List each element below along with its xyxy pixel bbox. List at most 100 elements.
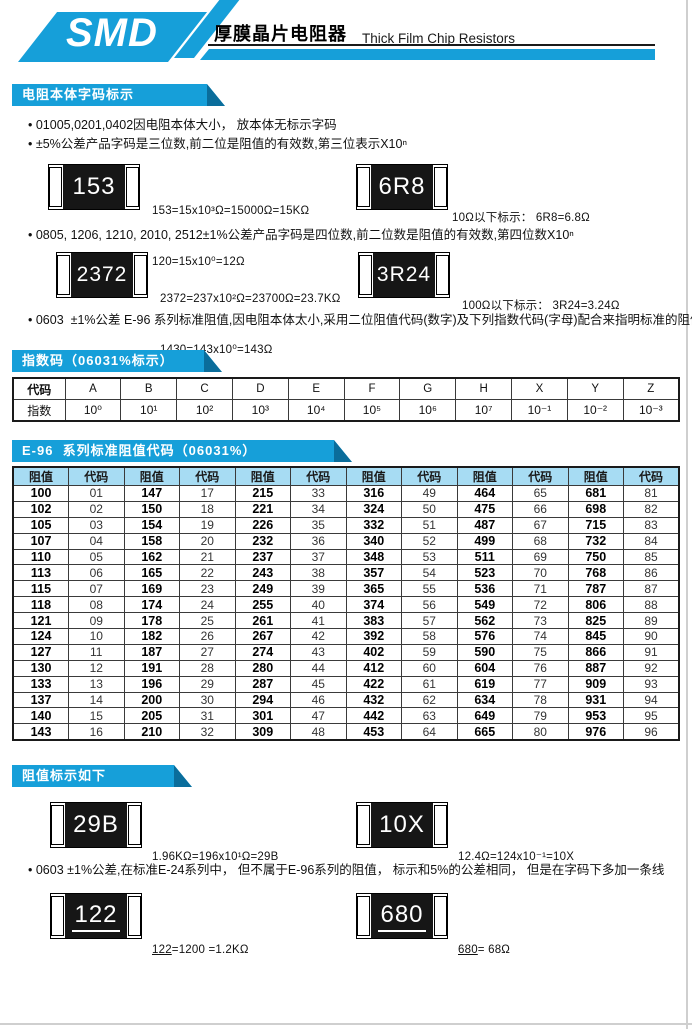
resistor-chip-10X: 10X — [356, 802, 448, 848]
table-cell: 22 — [179, 564, 236, 582]
table-cell: 37 — [290, 548, 347, 566]
table-cell: 10² — [176, 399, 233, 422]
table-cell: 29 — [179, 675, 236, 693]
underlined-code: 680 — [458, 944, 478, 956]
table-cell: 60 — [401, 659, 458, 677]
table-cell: 402 — [345, 643, 402, 661]
table-cell: 130 — [12, 659, 69, 677]
table-cell: 11 — [68, 643, 125, 661]
table-cell: 阻值 — [456, 466, 513, 486]
table-cell: 30 — [179, 691, 236, 709]
table-cell: 67 — [512, 516, 569, 534]
chip-terminal-right — [134, 255, 147, 295]
table-cell: 750 — [567, 548, 624, 566]
table-cell: 191 — [123, 659, 180, 677]
table-cell: 91 — [623, 643, 680, 661]
table-cell: 294 — [234, 691, 291, 709]
table-cell: 357 — [345, 564, 402, 582]
table-cell: 590 — [456, 643, 513, 661]
table-cell: 237 — [234, 548, 291, 566]
section-banner-marking: 电阻本体字码标示 — [12, 84, 225, 106]
table-cell: 阻值 — [234, 466, 291, 486]
table-cell: 01 — [68, 485, 125, 502]
table-cell: 681 — [567, 485, 624, 502]
bullet-e96: • 0603 ±1%公差 E-96 系列标准阻值,因电阻本体太小,采用二位阻值代… — [28, 313, 692, 327]
title-underline — [208, 44, 655, 46]
table-cell: 34 — [290, 500, 347, 518]
table-cell: 代码 — [401, 466, 458, 486]
table-cell: 88 — [623, 596, 680, 614]
table-cell: 147 — [123, 485, 180, 502]
table-cell: 79 — [512, 707, 569, 725]
table-cell: Z — [622, 377, 680, 400]
chip-body: 10X — [371, 803, 433, 847]
table-cell: 69 — [512, 548, 569, 566]
table-cell: 36 — [290, 532, 347, 550]
table-cell: 24 — [179, 596, 236, 614]
table-cell: 18 — [179, 500, 236, 518]
section-banner-e96: E-96 系列标准阻值代码（06031%） — [12, 440, 352, 462]
table-cell: 324 — [345, 500, 402, 518]
table-cell: 255 — [234, 596, 291, 614]
table-cell: 127 — [12, 643, 69, 661]
table-cell: 732 — [567, 532, 624, 550]
table-cell: A — [64, 377, 122, 400]
table-cell: 178 — [123, 612, 180, 630]
table-cell: 332 — [345, 516, 402, 534]
table-cell: 73 — [512, 612, 569, 630]
table-cell: C — [176, 377, 233, 400]
table-cell: 06 — [68, 564, 125, 582]
table-cell: 39 — [290, 580, 347, 598]
underlined-code: 122 — [152, 944, 172, 956]
table-cell: 代码 — [12, 377, 66, 400]
page-edge — [686, 0, 688, 1029]
bullet-no-mark: • 01005,0201,0402因电阻本体大小， 放本体无标示字码 — [28, 118, 337, 132]
exponent-table: 代码 A B C D E F G H X Y Z 指数 10⁰ 10¹ 10² 10³ 10⁴ 10⁵ 10⁶ 10⁷ 1… — [12, 377, 680, 422]
table-cell: Y — [566, 377, 624, 400]
table-cell: 53 — [401, 548, 458, 566]
table-cell: 453 — [345, 723, 402, 741]
table-cell: 196 — [123, 675, 180, 693]
table-cell: 348 — [345, 548, 402, 566]
section-banner-exponent: 指数码（06031%标示） — [12, 350, 222, 372]
table-cell: 523 — [456, 564, 513, 582]
table-cell: 94 — [623, 691, 680, 709]
table-cell: 03 — [68, 516, 125, 534]
table-cell: 19 — [179, 516, 236, 534]
table-cell: 47 — [290, 707, 347, 725]
table-cell: 576 — [456, 628, 513, 645]
page-title-zh: 厚膜晶片电阻器 — [214, 24, 347, 44]
table-cell: 83 — [623, 516, 680, 534]
table-cell: 58 — [401, 628, 458, 645]
table-cell: 383 — [345, 612, 402, 630]
chip-code: 2372 — [76, 263, 128, 286]
table-cell: 61 — [401, 675, 458, 693]
table-cell: 74 — [512, 628, 569, 645]
page-edge — [0, 1023, 692, 1025]
table-cell: 309 — [234, 723, 291, 741]
bullet-1pct: • 0805, 1206, 1210, 2010, 2512±1%公差产品字码是… — [28, 228, 574, 242]
table-cell: 365 — [345, 580, 402, 598]
table-cell: 274 — [234, 643, 291, 661]
resistor-chip-3R24: 3R24 — [358, 252, 450, 298]
table-cell: 45 — [290, 675, 347, 693]
table-cell: D — [231, 377, 289, 400]
table-cell: 72 — [512, 596, 569, 614]
table-cell: 43 — [290, 643, 347, 661]
table-cell: 499 — [456, 532, 513, 550]
table-cell: 84 — [623, 532, 680, 550]
bullet-5pct: • ±5%公差产品字码是三位数,前二位是阻值的有效数,第三位表示X10ⁿ — [28, 137, 408, 151]
table-cell: 280 — [234, 659, 291, 677]
table-cell: X — [511, 377, 568, 400]
table-cell: 432 — [345, 691, 402, 709]
table-cell: 04 — [68, 532, 125, 550]
table-cell: 50 — [401, 500, 458, 518]
table-cell: 87 — [623, 580, 680, 598]
table-cell: 475 — [456, 500, 513, 518]
table-cell: 代码 — [68, 466, 125, 486]
table-cell: 10⁵ — [343, 399, 401, 422]
section-banner-labeling: 阻值标示如下 — [12, 765, 192, 787]
resistor-chip-29B: 29B — [50, 802, 142, 848]
page-title-en: Thick Film Chip Resistors — [362, 31, 516, 46]
table-cell: 953 — [567, 707, 624, 725]
